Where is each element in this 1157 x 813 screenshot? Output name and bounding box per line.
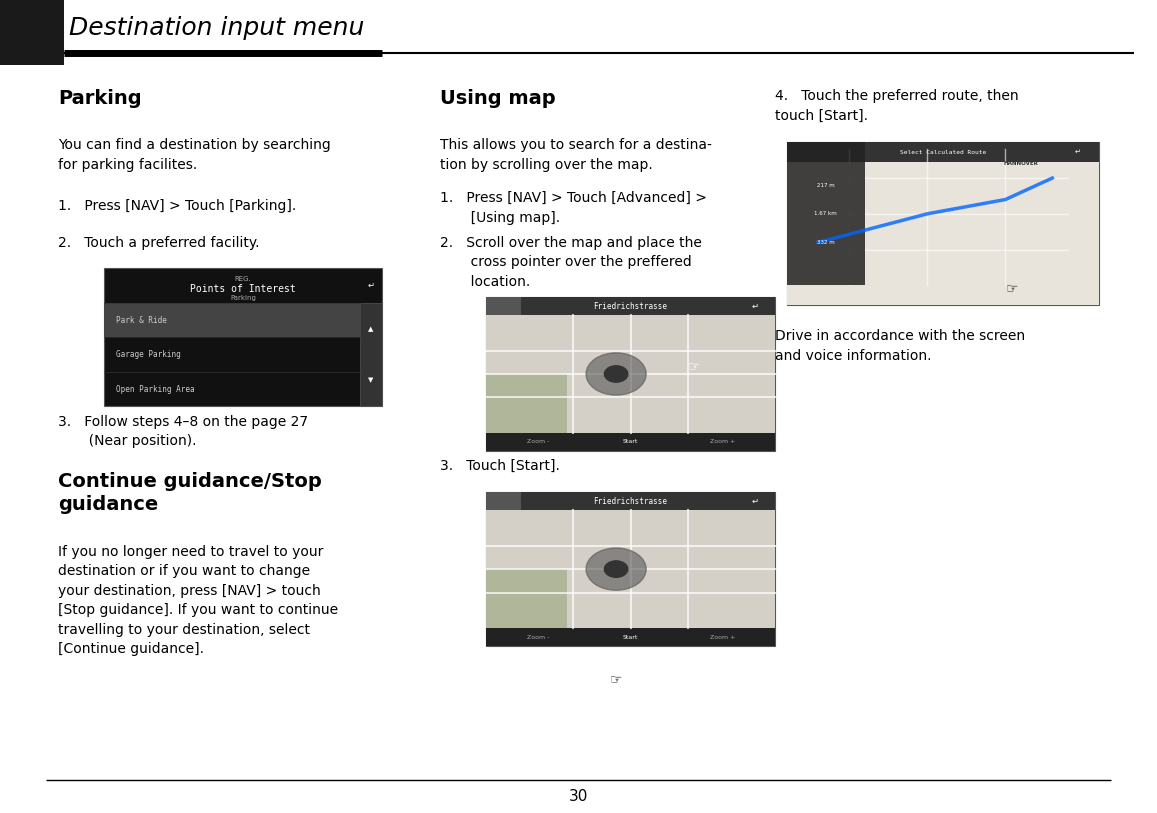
Text: Parking: Parking (58, 89, 141, 108)
Text: Zoom -: Zoom - (526, 440, 550, 445)
Bar (360, 303, 382, 406)
Text: ▲: ▲ (368, 326, 374, 332)
Text: Friedrichstrasse: Friedrichstrasse (594, 497, 668, 506)
Text: 2.   Scroll over the map and place the
       cross pointer over the preffered
 : 2. Scroll over the map and place the cro… (440, 236, 701, 289)
Text: Continue guidance/Stop
guidance: Continue guidance/Stop guidance (58, 472, 322, 514)
Text: Points of Interest: Points of Interest (190, 284, 296, 294)
Text: This allows you to search for a destina-
tion by scrolling over the map.: This allows you to search for a destina-… (440, 138, 712, 172)
Circle shape (604, 366, 628, 382)
Text: 3.   Touch [Start].: 3. Touch [Start]. (440, 459, 560, 473)
Text: 1.67 km: 1.67 km (815, 211, 838, 216)
Text: 30: 30 (569, 789, 588, 804)
Bar (486, 569, 567, 628)
Text: Select Calculated Route: Select Calculated Route (900, 150, 986, 154)
Bar (787, 142, 1099, 162)
Text: Start: Start (622, 440, 639, 445)
Circle shape (587, 353, 646, 395)
Text: Zoom -: Zoom - (526, 635, 550, 640)
Bar (104, 303, 360, 337)
Text: 4.   Touch the preferred route, then
touch [Start].: 4. Touch the preferred route, then touch… (775, 89, 1019, 123)
Text: Zoom +: Zoom + (710, 635, 736, 640)
Bar (486, 492, 775, 646)
Text: ↵: ↵ (367, 281, 374, 290)
Text: 332 m: 332 m (817, 240, 834, 245)
Text: Friedrichstrasse: Friedrichstrasse (594, 302, 668, 311)
Bar (486, 628, 775, 646)
FancyBboxPatch shape (104, 268, 382, 406)
Text: Destination input menu: Destination input menu (69, 16, 364, 41)
Text: If you no longer need to travel to your
destination or if you want to change
you: If you no longer need to travel to your … (58, 545, 338, 656)
Text: You can find a destination by searching
for parking facilites.: You can find a destination by searching … (58, 138, 331, 172)
Text: Using map: Using map (440, 89, 555, 108)
Text: Garage Parking: Garage Parking (116, 350, 180, 359)
Bar (486, 297, 775, 315)
Text: ↵: ↵ (751, 302, 759, 311)
FancyBboxPatch shape (787, 142, 1099, 305)
Bar (486, 492, 521, 511)
Text: ☞: ☞ (1005, 281, 1018, 296)
Text: Start: Start (622, 635, 639, 640)
Text: ☞: ☞ (610, 672, 622, 686)
Bar (787, 142, 1099, 305)
Text: Zoom +: Zoom + (710, 440, 736, 445)
Text: REG.: REG. (235, 276, 251, 281)
Text: 1.   Press [NAV] > Touch [Advanced] >
       [Using map].: 1. Press [NAV] > Touch [Advanced] > [Usi… (440, 191, 707, 224)
Text: ▼: ▼ (368, 377, 374, 384)
Circle shape (604, 561, 628, 577)
Text: HANNOVER: HANNOVER (1003, 161, 1039, 166)
Bar (787, 142, 865, 285)
FancyBboxPatch shape (486, 492, 775, 646)
FancyBboxPatch shape (486, 297, 775, 451)
Bar (0, 0, 64, 65)
Text: ↵: ↵ (1075, 149, 1081, 155)
Circle shape (587, 548, 646, 590)
Text: 1.   Press [NAV] > Touch [Parking].: 1. Press [NAV] > Touch [Parking]. (58, 199, 296, 213)
Bar (486, 297, 775, 451)
Text: ☞: ☞ (688, 359, 700, 373)
Text: 2.   Touch a preferred facility.: 2. Touch a preferred facility. (58, 236, 259, 250)
Bar (486, 374, 567, 433)
Bar (486, 492, 775, 511)
Text: Open Parking Area: Open Parking Area (116, 385, 194, 393)
Text: Drive in accordance with the screen
and voice information.: Drive in accordance with the screen and … (775, 329, 1025, 363)
Text: Park & Ride: Park & Ride (116, 315, 167, 324)
Bar (486, 433, 775, 451)
Text: ↵: ↵ (751, 497, 759, 506)
Bar (486, 297, 521, 315)
Text: 3.   Follow steps 4–8 on the page 27
       (Near position).: 3. Follow steps 4–8 on the page 27 (Near… (58, 415, 308, 448)
Text: Parking: Parking (230, 294, 256, 301)
Text: 217 m: 217 m (817, 183, 834, 188)
